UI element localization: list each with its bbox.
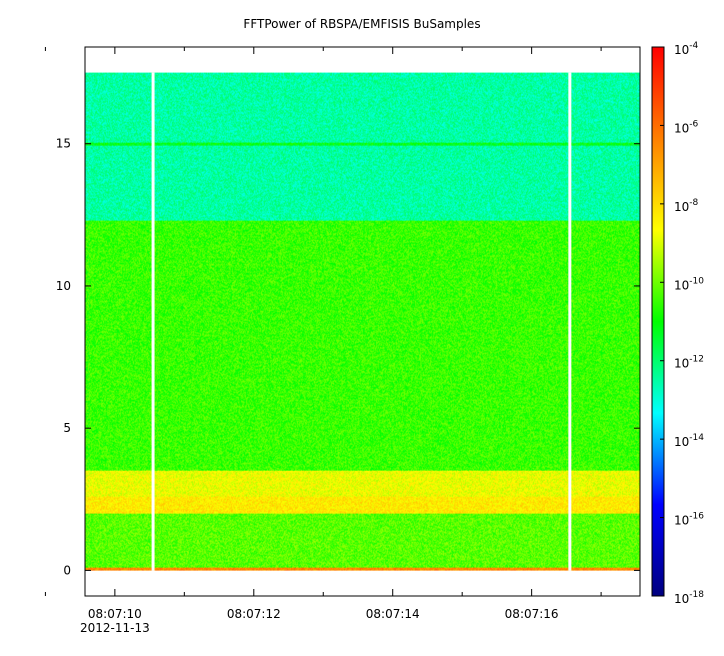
y-tick-label: 10: [56, 279, 71, 293]
y-tick-label: 15: [56, 137, 71, 151]
colorbar-tick-label: 10-4: [674, 41, 699, 57]
colorbar-tick-label: 10-16: [674, 512, 704, 528]
x-tick-label: 08:07:14: [366, 607, 420, 621]
data-gap: [151, 72, 155, 571]
data-gap: [568, 72, 572, 571]
y-tick-label: 0: [63, 563, 71, 577]
colorbar-tick-label: 10-14: [674, 433, 704, 449]
spectrogram-raster: [85, 72, 640, 571]
x-tick-label: 08:07:16: [505, 607, 559, 621]
x-tick-label: 08:07:10: [88, 607, 142, 621]
x-date-label: 2012-11-13: [80, 621, 150, 635]
colorbar-scale: [651, 46, 665, 597]
spectrogram-layer: [85, 72, 640, 571]
colorbar-tick-label: 10-18: [674, 590, 704, 606]
colorbar-tick-label: 10-12: [674, 355, 704, 371]
axes-layer: 0 5 10 15 08:07:10 08:07:12 08:07:14 08:07:16 20…: [44, 46, 641, 635]
plot-frame: [84, 46, 641, 597]
colorbar: 10-4 10-6 10-8 10-10 10-12 10-14 10-16 10-18: [651, 41, 704, 606]
chart-title: FFTPower of RBSPA/EMFISIS BuSamples: [243, 17, 481, 31]
colorbar-tick-label: 10-10: [674, 276, 704, 292]
colorbar-tick-label: 10-8: [674, 198, 699, 214]
y-tick-label: 5: [63, 421, 71, 435]
colorbar-tick-label: 10-6: [674, 119, 699, 135]
x-tick-label: 08:07:12: [227, 607, 281, 621]
